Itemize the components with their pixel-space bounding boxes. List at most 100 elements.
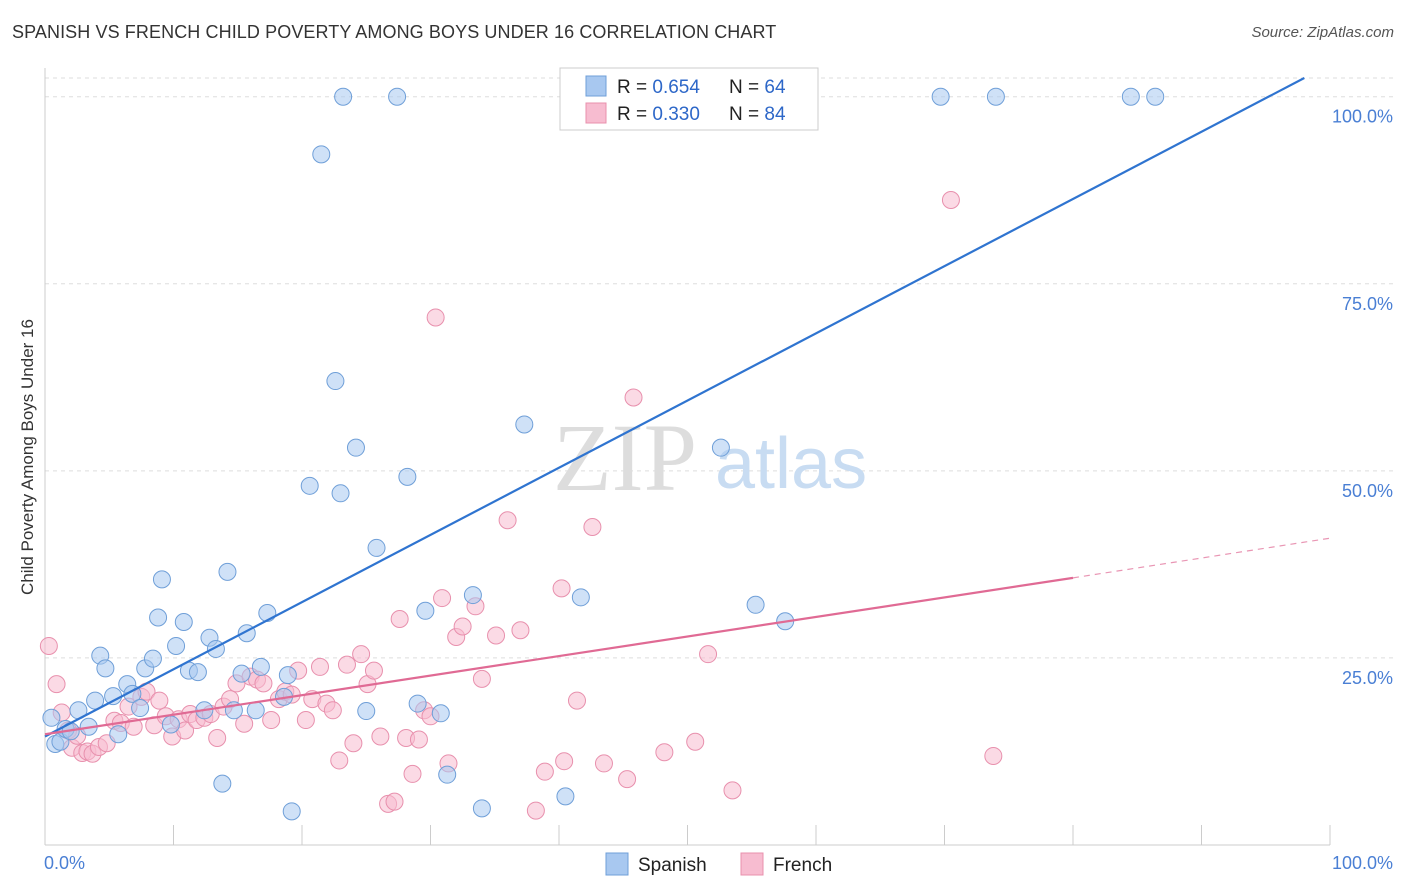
y-tick-labels: 25.0% 50.0% 75.0% 100.0% [1332, 107, 1393, 688]
spanish-point [331, 484, 350, 503]
french-point [567, 691, 586, 710]
spanish-point [334, 87, 353, 106]
french-point [535, 762, 554, 781]
spanish-point [746, 595, 765, 614]
spanish-point [109, 725, 128, 744]
spanish-point [571, 588, 590, 607]
french-point [390, 610, 409, 629]
spanish-point [312, 145, 331, 164]
spanish-point [188, 663, 207, 682]
spanish-point [174, 613, 193, 632]
french-point [235, 714, 254, 733]
spanish-point [300, 476, 319, 495]
french-point [344, 734, 363, 753]
spanish-point [515, 415, 534, 434]
legend-row-spanish: R = 0.654 N = 64 [617, 77, 786, 98]
french-point [426, 308, 445, 327]
spanish-point [42, 708, 61, 727]
french-point [526, 801, 545, 820]
axes [44, 68, 1331, 846]
spanish-point [258, 604, 277, 623]
french-point [498, 511, 517, 530]
legend-n-label: N = [729, 77, 764, 98]
series-legend-label-spanish: Spanish [638, 855, 707, 876]
spanish-point [96, 659, 115, 678]
french-point [511, 621, 530, 640]
series-legend-swatch-french [740, 852, 764, 876]
french-trend-line [44, 576, 1074, 736]
legend-n-value: 84 [764, 104, 786, 125]
french-point [487, 626, 506, 645]
y-axis-label: Child Poverty Among Boys Under 16 [18, 319, 37, 595]
spanish-point [416, 601, 435, 620]
french-point [655, 743, 674, 762]
spanish-point [232, 664, 251, 683]
chart-title: SPANISH VS FRENCH CHILD POVERTY AMONG BO… [12, 22, 777, 42]
french-points [39, 190, 1003, 820]
spanish-point [398, 467, 417, 486]
spanish-point [463, 586, 482, 605]
french-point [686, 732, 705, 751]
watermark-zip: ZIP [553, 404, 697, 511]
french-point [296, 711, 315, 730]
grid-lines [45, 77, 1395, 659]
legend-r-value: 0.654 [652, 77, 700, 98]
spanish-point [1121, 87, 1140, 106]
french-point [618, 770, 637, 789]
spanish-point [388, 87, 407, 106]
spanish-point [986, 87, 1005, 106]
series-legend-label-french: French [773, 855, 832, 876]
french-point [555, 752, 574, 771]
legend-row-french: R = 0.330 N = 84 [617, 104, 786, 125]
spanish-point [152, 570, 171, 589]
trend-lines [44, 77, 1331, 738]
spanish-point [282, 802, 301, 821]
legend-n-label: N = [729, 104, 764, 125]
french-point [385, 792, 404, 811]
french-point [409, 730, 428, 749]
french-point [583, 517, 602, 536]
spanish-point [357, 702, 376, 721]
legend-swatch-french [585, 102, 607, 124]
spanish-point [438, 765, 457, 784]
french-point [208, 728, 227, 747]
source-label: Source: ZipAtlas.com [1251, 24, 1394, 41]
french-point [433, 589, 452, 608]
spanish-point [472, 799, 491, 818]
legend-swatch-spanish [585, 75, 607, 97]
spanish-point [143, 649, 162, 668]
spanish-point [408, 694, 427, 713]
french-point [699, 645, 718, 664]
legend-r-label: R = [617, 104, 652, 125]
french-point [262, 711, 281, 730]
french-point [941, 190, 960, 209]
legend-n-value: 64 [764, 77, 786, 98]
spanish-point [326, 372, 345, 391]
french-point [984, 746, 1003, 765]
spanish-point [367, 538, 386, 557]
watermark-atlas: atlas [715, 424, 867, 504]
spanish-point [149, 608, 168, 627]
y-tick-label: 75.0% [1342, 294, 1393, 314]
x-tick-label-max: 100.0% [1332, 853, 1393, 873]
spanish-points [42, 87, 1165, 821]
french-point [453, 617, 472, 636]
french-point [47, 675, 66, 694]
french-point [310, 657, 329, 676]
spanish-point [167, 636, 186, 655]
legend-r-value: 0.330 [652, 104, 700, 125]
spanish-point [218, 562, 237, 581]
spanish-point [161, 715, 180, 734]
x-tick-label-min: 0.0% [44, 853, 85, 873]
french-point [39, 636, 58, 655]
spanish-point [278, 666, 297, 685]
french-point [254, 674, 273, 693]
spanish-point [931, 87, 950, 106]
spanish-point [711, 438, 730, 457]
french-point [337, 655, 356, 674]
series-legend: Spanish French [605, 852, 832, 876]
spanish-point [213, 774, 232, 793]
y-tick-label: 25.0% [1342, 668, 1393, 688]
french-point [352, 645, 371, 664]
french-trend-extension [1072, 537, 1331, 579]
